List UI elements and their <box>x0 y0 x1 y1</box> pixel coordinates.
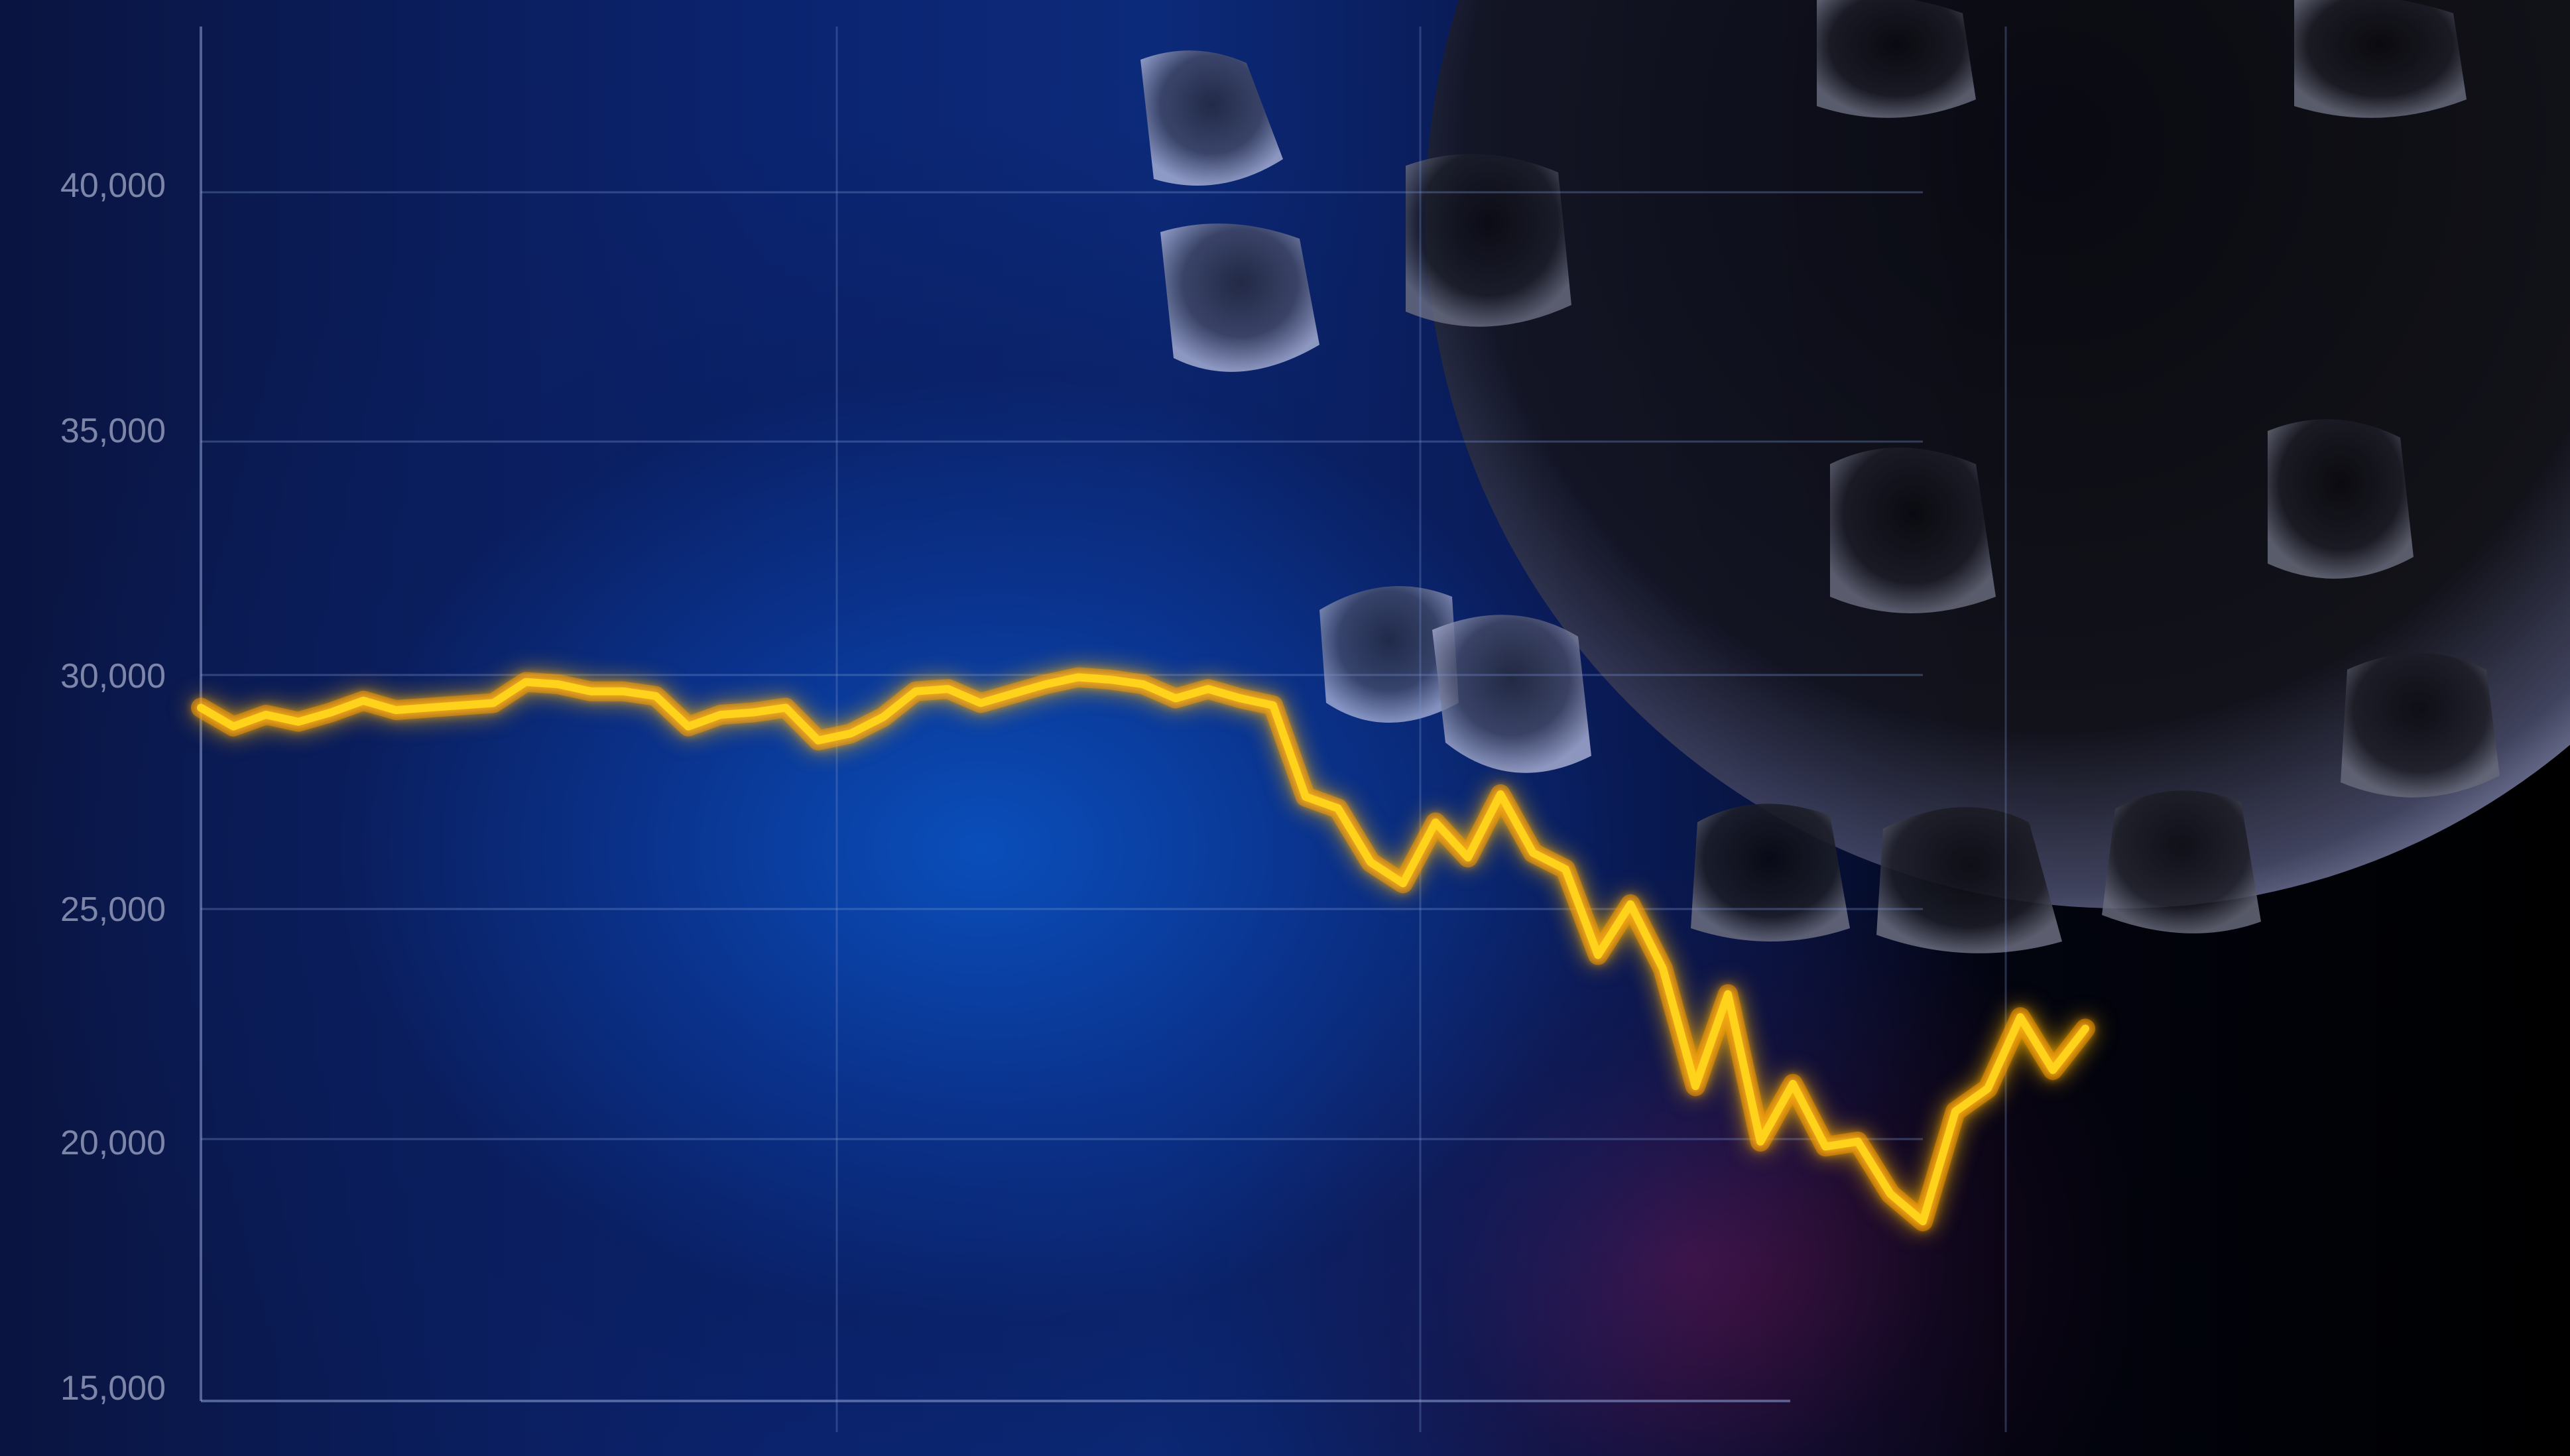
data-point <box>1206 687 1210 692</box>
virus-spike-icon <box>1140 0 2500 953</box>
virus-illustration <box>1140 0 2570 953</box>
data-point <box>1304 794 1308 799</box>
series-group <box>191 667 2095 1232</box>
data-point <box>1531 851 1535 855</box>
data-point <box>849 731 853 736</box>
data-point <box>1499 792 1502 796</box>
data-point <box>881 715 885 719</box>
data-point <box>1466 855 1470 860</box>
data-point <box>1986 1086 1990 1091</box>
data-point <box>1044 682 1048 687</box>
data-point <box>1596 953 1600 957</box>
data-point <box>1888 1191 1892 1196</box>
data-point <box>654 694 658 698</box>
data-point <box>1693 1084 1697 1089</box>
data-point <box>751 710 755 715</box>
data-point <box>1563 867 1567 871</box>
y-tick-label: 35,000 <box>60 412 166 450</box>
data-point <box>1239 696 1243 701</box>
data-point <box>719 713 723 717</box>
data-point <box>556 682 560 687</box>
data-point <box>426 705 430 710</box>
data-point <box>231 724 235 729</box>
data-point <box>589 689 593 694</box>
data-point <box>1758 1139 1762 1144</box>
data-point <box>459 703 463 707</box>
data-point <box>1856 1139 1860 1144</box>
data-point <box>1953 1109 1957 1114</box>
data-point <box>2083 1026 2087 1031</box>
data-point <box>264 713 268 717</box>
data-point <box>1174 696 1178 701</box>
y-tick-labels: 40,000 35,000 30,000 25,000 20,000 15,00… <box>60 166 166 1408</box>
data-point <box>2018 1015 2022 1020</box>
data-point <box>621 689 625 694</box>
data-point <box>524 680 528 684</box>
data-point <box>1109 678 1113 682</box>
data-point <box>946 687 950 692</box>
data-point <box>296 719 300 724</box>
data-point <box>1823 1144 1827 1149</box>
data-point <box>1141 682 1145 687</box>
data-point <box>1661 967 1665 971</box>
data-point <box>816 738 820 743</box>
data-point <box>1791 1081 1795 1086</box>
data-point <box>1921 1219 1925 1224</box>
y-tick-label: 25,000 <box>60 890 166 929</box>
data-point <box>361 698 365 703</box>
data-point <box>2051 1067 2055 1072</box>
data-point <box>979 701 983 705</box>
data-point <box>1628 902 1632 906</box>
data-point <box>1401 881 1405 886</box>
data-point <box>686 724 690 729</box>
data-point <box>491 701 495 705</box>
data-point <box>1076 675 1080 680</box>
data-point <box>914 689 918 694</box>
y-tick-label: 40,000 <box>60 166 166 205</box>
data-point <box>1726 992 1730 997</box>
data-point <box>1336 806 1340 811</box>
y-tick-label: 30,000 <box>60 657 166 696</box>
y-tick-label: 20,000 <box>60 1124 166 1162</box>
data-point <box>784 705 788 710</box>
data-point <box>1011 692 1015 696</box>
data-point <box>1271 703 1275 707</box>
data-point <box>329 710 333 715</box>
data-point <box>1369 860 1373 865</box>
data-point <box>394 708 398 712</box>
y-tick-label: 15,000 <box>60 1369 166 1408</box>
data-point <box>1434 820 1438 825</box>
data-point <box>199 705 203 710</box>
